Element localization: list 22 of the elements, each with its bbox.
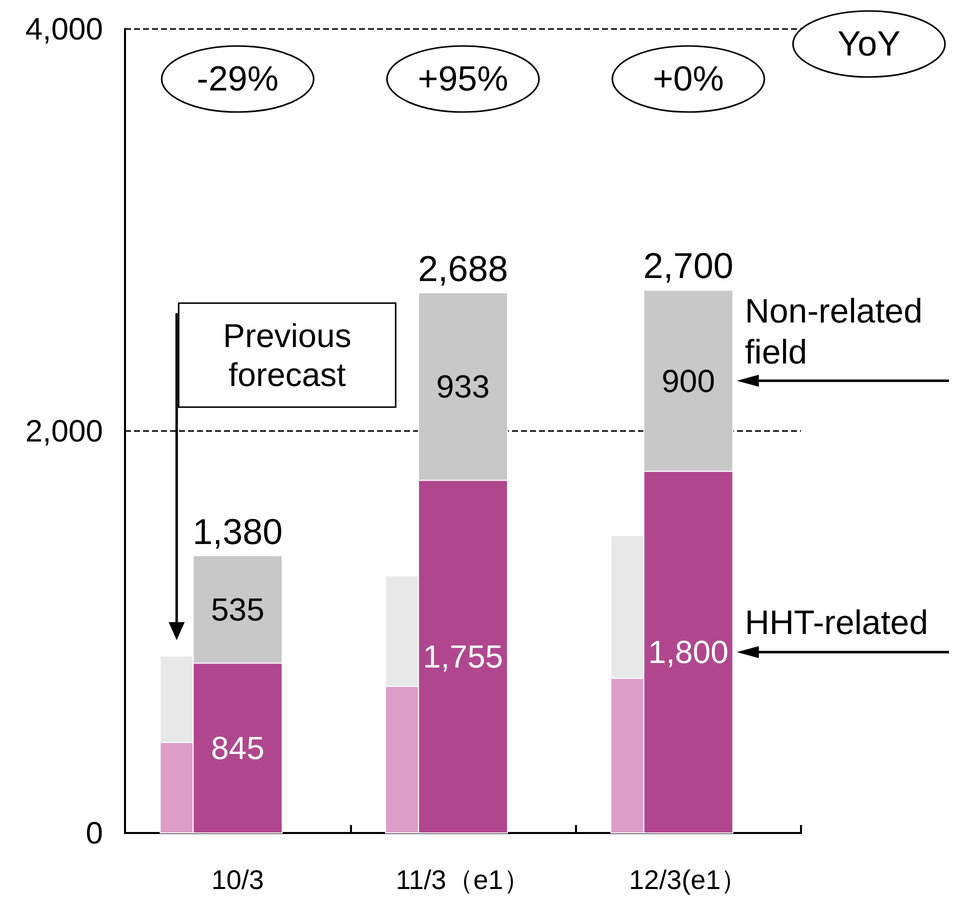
total-label: 2,700 bbox=[643, 245, 734, 286]
x-tick-label: 12/3(e1） bbox=[629, 865, 748, 895]
x-tick-label: 11/3（e1） bbox=[396, 865, 530, 895]
annotation: -29% bbox=[196, 60, 279, 98]
y-tick-label: 2,000 bbox=[25, 414, 103, 448]
data-label: 1,755 bbox=[422, 638, 504, 675]
data-label: 845 bbox=[210, 730, 264, 766]
series-label: Non-related field bbox=[744, 291, 924, 373]
y-tick-label: 4,000 bbox=[25, 12, 103, 46]
data-label: 900 bbox=[662, 362, 716, 399]
annotation: +0% bbox=[652, 60, 724, 98]
annotation: +95% bbox=[418, 60, 508, 98]
data-label: 535 bbox=[210, 591, 264, 628]
data-label: 933 bbox=[436, 368, 490, 404]
x-tick-label: 10/3 bbox=[211, 865, 264, 895]
annotation: Previous forecast bbox=[222, 316, 352, 395]
total-label: 1,380 bbox=[192, 510, 283, 552]
text: YoY bbox=[838, 24, 900, 64]
data-label: 1,800 bbox=[648, 634, 728, 670]
series-label: HHT-related bbox=[744, 603, 930, 644]
y-tick-label: 0 bbox=[86, 816, 103, 850]
total-label: 2,688 bbox=[418, 248, 508, 289]
